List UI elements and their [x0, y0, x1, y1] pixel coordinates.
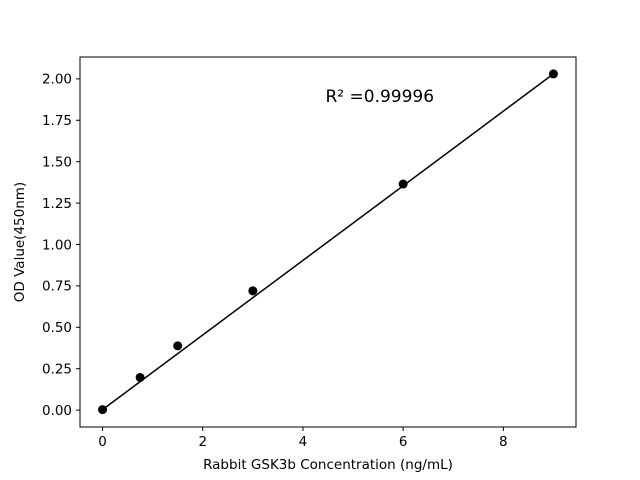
- data-point: [248, 286, 258, 296]
- y-tick-label: 0.00: [42, 403, 72, 419]
- y-tick-label: 0.75: [42, 279, 72, 295]
- data-point: [98, 405, 108, 415]
- fit-line: [102, 73, 554, 411]
- x-tick-label: 8: [499, 434, 508, 450]
- data-point: [548, 69, 558, 79]
- y-tick-label: 1.25: [42, 196, 72, 212]
- data-point: [173, 341, 183, 351]
- y-tick-label: 2.00: [42, 72, 72, 88]
- data-point: [135, 372, 145, 382]
- y-tick-label: 0.50: [42, 320, 72, 336]
- x-axis-label: Rabbit GSK3b Concentration (ng/mL): [203, 457, 453, 473]
- data-point: [398, 179, 408, 189]
- x-tick-label: 2: [198, 434, 207, 450]
- y-tick-label: 0.25: [42, 362, 72, 378]
- x-tick-label: 0: [98, 434, 107, 450]
- y-tick-label: 1.75: [42, 113, 72, 129]
- x-tick-label: 4: [299, 434, 308, 450]
- y-axis-label: OD Value(450nm): [12, 182, 28, 302]
- y-tick-label: 1.50: [42, 154, 72, 170]
- y-tick-label: 1.00: [42, 237, 72, 253]
- r-squared-annotation: R² =0.99996: [325, 87, 434, 107]
- x-tick-label: 6: [399, 434, 408, 450]
